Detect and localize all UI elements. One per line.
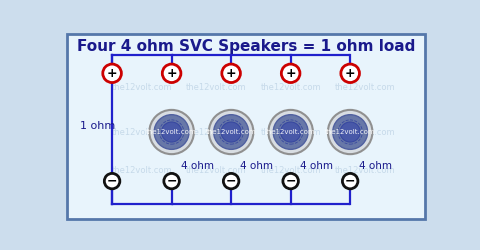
Text: the12volt.com: the12volt.com	[111, 128, 172, 136]
Text: +: +	[107, 67, 118, 80]
Text: 4 ohm: 4 ohm	[240, 161, 274, 171]
Ellipse shape	[149, 110, 194, 154]
Ellipse shape	[209, 110, 253, 154]
Text: the12volt.com: the12volt.com	[206, 129, 256, 135]
Ellipse shape	[214, 115, 249, 149]
Ellipse shape	[340, 122, 360, 142]
Ellipse shape	[281, 122, 300, 142]
Text: 1 ohm: 1 ohm	[81, 121, 116, 131]
Text: the12volt.com: the12volt.com	[260, 166, 321, 175]
Ellipse shape	[342, 174, 358, 189]
Ellipse shape	[162, 122, 181, 142]
Ellipse shape	[104, 174, 120, 189]
Text: −: −	[286, 174, 296, 188]
Text: the12volt.com: the12volt.com	[260, 83, 321, 92]
Text: +: +	[285, 67, 296, 80]
Text: the12volt.com: the12volt.com	[186, 128, 247, 136]
Text: the12volt.com: the12volt.com	[335, 128, 396, 136]
Ellipse shape	[268, 110, 313, 154]
Ellipse shape	[333, 115, 368, 149]
Ellipse shape	[283, 174, 299, 189]
Text: the12volt.com: the12volt.com	[335, 83, 396, 92]
Text: +: +	[345, 67, 356, 80]
Text: the12volt.com: the12volt.com	[265, 129, 316, 135]
Text: −: −	[345, 174, 355, 188]
Text: Four 4 ohm SVC Speakers = 1 ohm load: Four 4 ohm SVC Speakers = 1 ohm load	[77, 39, 415, 54]
Ellipse shape	[273, 115, 308, 149]
Text: the12volt.com: the12volt.com	[111, 166, 172, 175]
Text: the12volt.com: the12volt.com	[260, 128, 321, 136]
Text: 4 ohm: 4 ohm	[300, 161, 333, 171]
Text: +: +	[226, 67, 237, 80]
Ellipse shape	[162, 64, 181, 82]
Text: the12volt.com: the12volt.com	[186, 166, 247, 175]
Ellipse shape	[341, 64, 360, 82]
FancyBboxPatch shape	[67, 34, 424, 219]
Ellipse shape	[222, 64, 240, 82]
Ellipse shape	[103, 64, 121, 82]
Ellipse shape	[221, 122, 241, 142]
Text: the12volt.com: the12volt.com	[335, 166, 396, 175]
Text: 4 ohm: 4 ohm	[181, 161, 214, 171]
Ellipse shape	[223, 174, 239, 189]
Text: −: −	[167, 174, 177, 188]
Text: the12volt.com: the12volt.com	[146, 129, 197, 135]
Ellipse shape	[154, 115, 189, 149]
Text: the12volt.com: the12volt.com	[186, 83, 247, 92]
Ellipse shape	[328, 110, 372, 154]
Text: the12volt.com: the12volt.com	[325, 129, 375, 135]
Text: −: −	[107, 174, 117, 188]
Ellipse shape	[164, 174, 180, 189]
Text: +: +	[166, 67, 177, 80]
Text: −: −	[226, 174, 236, 188]
Text: 4 ohm: 4 ohm	[360, 161, 393, 171]
Ellipse shape	[281, 64, 300, 82]
Text: the12volt.com: the12volt.com	[111, 83, 172, 92]
